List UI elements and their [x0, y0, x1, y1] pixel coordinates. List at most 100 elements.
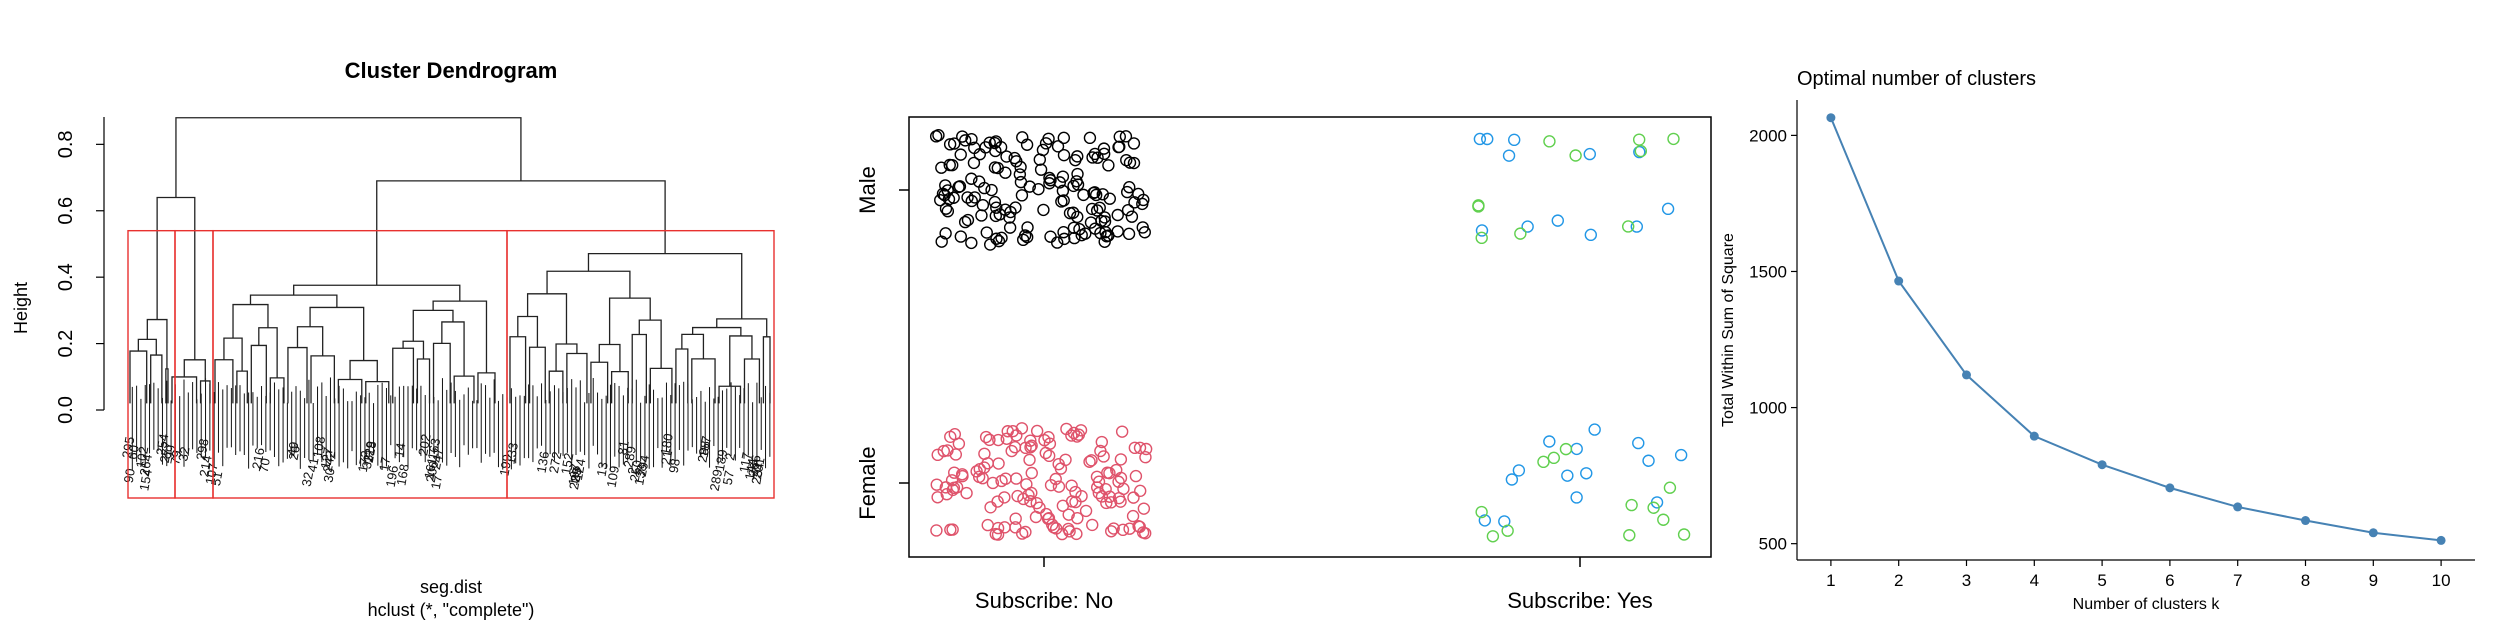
elbow-x-tick-label: 3 [1962, 571, 1971, 590]
scatter-point-cluster-1 [1003, 221, 1017, 234]
dendrogram-y-ticks: 0.0 0.2 0.4 0.6 0.8 [55, 130, 104, 424]
scatter-point-cluster-6 [1663, 481, 1677, 494]
scatter-point-cluster-2 [946, 483, 960, 497]
dendrogram-y-tick-label: 0.0 [55, 396, 77, 424]
scatter-point-cluster-1 [1053, 176, 1067, 189]
dendrogram-branch [349, 359, 378, 382]
scatter-point-cluster-1 [1098, 215, 1112, 228]
elbow-point [1826, 113, 1836, 123]
scatter-point-cluster-2 [1117, 482, 1130, 496]
scatter-point-cluster-2 [1049, 472, 1062, 486]
scatter-point-cluster-1 [1119, 130, 1133, 143]
scatter-point-cluster-1 [1051, 140, 1065, 153]
dendrogram-branch [258, 327, 278, 378]
scatter-point-cluster-1 [1037, 203, 1050, 217]
dendrogram-branch [517, 315, 539, 348]
scatter-point-cluster-1 [1098, 235, 1111, 248]
scatter-point-cluster-6 [1475, 505, 1488, 519]
dendrogram-leaf-label: 17 [428, 473, 445, 490]
scatter-point-cluster-2 [984, 501, 997, 514]
dendrogram-y-tick-label: 0.8 [55, 130, 77, 158]
scatter-point-cluster-1 [1093, 201, 1106, 214]
dendrogram-leaf-label: 14 [391, 442, 408, 459]
dendrogram-subtitle: hclust (*, "complete") [368, 600, 535, 620]
elbow-line [1829, 117, 2442, 542]
dendrogram-leaf-label: 99 [161, 444, 178, 461]
scatter-point-cluster-2 [1097, 450, 1110, 463]
scatter-point-cluster-2 [1042, 431, 1055, 444]
scatter-point-cluster-1 [941, 184, 954, 197]
dendrogram-leaf-label: 70 [256, 457, 273, 474]
dendrogram-branch [743, 358, 761, 404]
scatter-point-cluster-1 [1034, 163, 1048, 176]
scatter-point-cluster-2 [955, 468, 969, 481]
scatter-point-cluster-4 [1472, 200, 1485, 213]
dendrogram-branch [156, 196, 196, 360]
scatter-point-cluster-1 [989, 209, 1003, 223]
scatter-point-cluster-3 [1475, 224, 1489, 237]
dendrogram-branch [183, 359, 206, 381]
scatter-point-cluster-6 [1647, 501, 1660, 514]
dendrogram-branch [269, 377, 285, 404]
dendrogram-branch [587, 253, 743, 319]
dendrogram-leaf-label: 107 [202, 462, 221, 486]
scatter-point-cluster-2 [1128, 441, 1142, 455]
scatter-point-cluster-2 [1105, 525, 1118, 538]
dendrogram-branch [296, 326, 324, 356]
dendrogram-leaf-label: 157 [696, 435, 715, 459]
scatter-point-cluster-5 [1570, 442, 1583, 456]
dendrogram-leaf-label: 250 [627, 459, 646, 483]
scatter-point-cluster-1 [1102, 159, 1115, 172]
dendrogram-leaf-label: 277 [157, 440, 176, 464]
scatter-point-cluster-2 [1086, 518, 1099, 532]
scatter-point-cluster-2 [1060, 422, 1073, 436]
scatter-y-label-male: Male [855, 166, 880, 214]
dendrogram-branch [129, 350, 148, 404]
scatter-point-cluster-6 [1486, 530, 1500, 543]
dendrogram-leaf-label: 30 [321, 467, 338, 484]
scatter-point-cluster-1 [1044, 230, 1057, 243]
scatter-point-cluster-4 [1667, 132, 1680, 146]
scatter-point-cluster-1 [961, 191, 974, 204]
dendrogram-leaf-label: 81 [615, 439, 632, 456]
scatter-point-cluster-4 [1514, 227, 1527, 240]
scatter-point-cluster-1 [1044, 174, 1057, 187]
scatter-point-cluster-1 [1122, 227, 1136, 241]
scatter-point-cluster-1 [941, 204, 955, 218]
scatter-point-cluster-2 [1065, 479, 1078, 492]
scatter-point-cluster-2 [998, 521, 1011, 534]
dendrogram-branch [432, 300, 488, 373]
scatter-point-cluster-1 [1039, 137, 1053, 150]
dendrogram-y-tick-label: 0.4 [55, 263, 77, 291]
scatter-point-cluster-2 [1083, 455, 1096, 468]
scatter-y-label-female: Female [855, 446, 880, 519]
elbow-point [2165, 483, 2175, 493]
dendrogram-leaf-label: 218 [361, 440, 380, 464]
scatter-point-cluster-2 [1009, 512, 1022, 525]
scatter-point-cluster-1 [1125, 210, 1139, 223]
scatter-points [929, 129, 1691, 543]
scatter-point-cluster-1 [1056, 170, 1070, 183]
dendrogram-branch [293, 284, 461, 302]
dendrogram-branch [432, 342, 451, 404]
scatter-point-cluster-1 [1100, 230, 1113, 243]
scatter-point-cluster-1 [929, 130, 943, 143]
scatter-point-cluster-2 [1023, 453, 1036, 467]
elbow-point [2301, 516, 2310, 526]
dendrogram-branch [526, 293, 568, 344]
dendrogram-leaf-label: 254 [153, 433, 172, 457]
dendrogram-leaf-label: 51 [208, 470, 225, 487]
dendrogram-branch [392, 347, 415, 404]
dendrogram-branch [610, 370, 629, 404]
dendrogram-branch [555, 343, 578, 372]
dendrogram-leaf-label: 41 [304, 456, 321, 473]
scatter-point-cluster-2 [992, 457, 1005, 470]
scatter-point-cluster-1 [939, 202, 953, 215]
scatter-point-cluster-2 [981, 518, 994, 532]
scatter-point-cluster-2 [989, 527, 1002, 541]
scatter-point-cluster-2 [1103, 490, 1116, 503]
elbow-x-tick-label: 9 [2369, 571, 2378, 590]
scatter-point-cluster-1 [988, 195, 1002, 209]
scatter-point-cluster-1 [1032, 182, 1045, 196]
dendrogram-leaf-label: 136 [534, 450, 553, 474]
